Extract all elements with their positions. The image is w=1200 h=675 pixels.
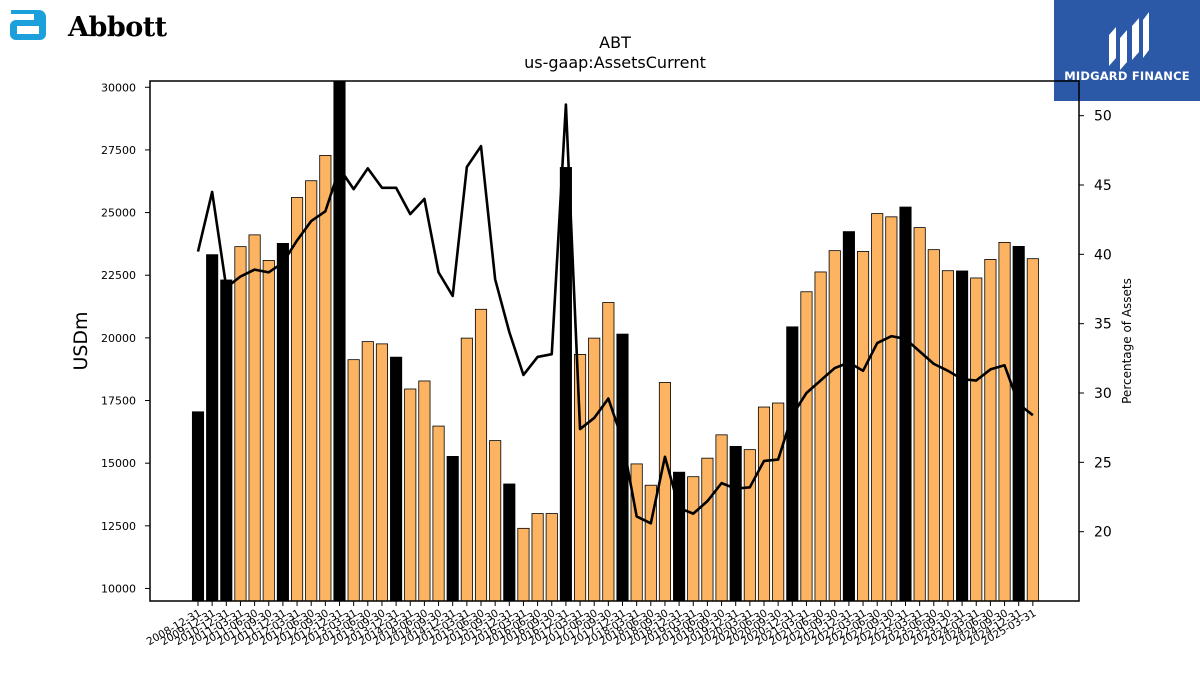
- y-tick-label: 12500: [101, 520, 136, 533]
- bars-group: [191, 80, 1039, 602]
- bar: [460, 337, 473, 602]
- abbott-logo-mark-icon: [10, 10, 46, 40]
- y2-axis-label: Percentage of Assets: [1120, 278, 1134, 404]
- bar: [828, 250, 841, 602]
- bar: [729, 445, 742, 602]
- y-tick-label: 10000: [101, 582, 136, 595]
- y2-tick-label: 35: [1094, 317, 1112, 333]
- bar: [262, 260, 275, 602]
- bar: [956, 270, 969, 602]
- bar: [290, 197, 304, 602]
- bar: [474, 308, 488, 602]
- bar: [658, 382, 671, 602]
- y2-tick-label: 50: [1094, 109, 1112, 125]
- bar: [1026, 258, 1039, 602]
- bar: [743, 449, 756, 602]
- bar: [276, 242, 289, 602]
- bar: [574, 354, 587, 602]
- bar: [970, 277, 983, 602]
- bar: [757, 406, 771, 602]
- bar: [517, 527, 530, 602]
- bar: [418, 380, 431, 602]
- percentage-line: [196, 103, 1034, 525]
- y2-tick-label: 30: [1094, 386, 1112, 402]
- line-group: [196, 103, 1034, 525]
- bar: [404, 388, 417, 602]
- chart-title: ABT: [599, 33, 631, 52]
- abbott-logo: Abbott: [4, 4, 204, 48]
- bar: [191, 411, 205, 602]
- y-tick-label: 22500: [101, 269, 136, 282]
- bar: [687, 476, 700, 602]
- bar: [602, 302, 615, 602]
- bar: [814, 271, 827, 602]
- y2-tick-label: 20: [1094, 525, 1112, 541]
- y-tick-label: 17500: [101, 395, 136, 408]
- bar: [489, 440, 502, 602]
- bar: [913, 227, 926, 602]
- bar: [432, 425, 445, 602]
- bar: [446, 455, 459, 602]
- bar: [347, 359, 360, 602]
- midgard-logo-text: MIDGARD FINANCE: [1064, 69, 1190, 83]
- bar: [390, 356, 403, 602]
- bar: [545, 513, 558, 602]
- bar: [927, 249, 940, 602]
- y2-tick-label: 25: [1094, 455, 1112, 471]
- bar: [786, 326, 799, 602]
- bar: [588, 337, 601, 602]
- chart-subtitle: us-gaap:AssetsCurrent: [524, 53, 706, 72]
- y2-axis: 20 25 30 35 40 45 50: [1079, 109, 1112, 541]
- bar: [701, 457, 714, 602]
- bar: [800, 291, 813, 602]
- y-axis: 10000 12500 15000 17500 20000 22500 25000 27500…: [101, 81, 150, 595]
- y-tick-label: 15000: [101, 457, 136, 470]
- x-axis: 2008-12-312009-12-312010-12-312011-03-31…: [145, 601, 1038, 648]
- bar: [857, 251, 870, 602]
- bar: [885, 216, 898, 602]
- bar: [715, 434, 728, 602]
- bar: [984, 259, 997, 602]
- plot-frame: [149, 80, 1080, 602]
- bar: [361, 341, 374, 602]
- bar: [899, 206, 912, 602]
- bar: [234, 246, 247, 602]
- bar: [998, 241, 1011, 602]
- bar: [842, 231, 855, 602]
- y-tick-label: 27500: [101, 144, 136, 157]
- y-axis-label: USDm: [70, 311, 92, 370]
- bar: [220, 279, 233, 602]
- bar: [630, 463, 643, 602]
- abbott-logo-text: Abbott: [68, 12, 167, 43]
- y-tick-label: 30000: [101, 81, 136, 94]
- bar: [1012, 245, 1025, 602]
- bar: [375, 343, 388, 602]
- bar: [248, 234, 261, 602]
- bar: [941, 270, 954, 602]
- bar: [319, 155, 332, 602]
- y-tick-label: 25000: [101, 207, 136, 220]
- y-tick-label: 20000: [101, 332, 136, 345]
- midgard-logo-mark-icon: [1109, 12, 1149, 70]
- bar: [503, 483, 516, 602]
- bar: [871, 213, 884, 602]
- y2-tick-label: 45: [1094, 178, 1112, 194]
- y2-tick-label: 40: [1094, 247, 1112, 263]
- bar: [305, 180, 318, 602]
- bar: [206, 254, 219, 602]
- bar: [531, 513, 544, 602]
- bar: [559, 167, 572, 602]
- bar: [333, 80, 346, 602]
- bar: [772, 402, 785, 602]
